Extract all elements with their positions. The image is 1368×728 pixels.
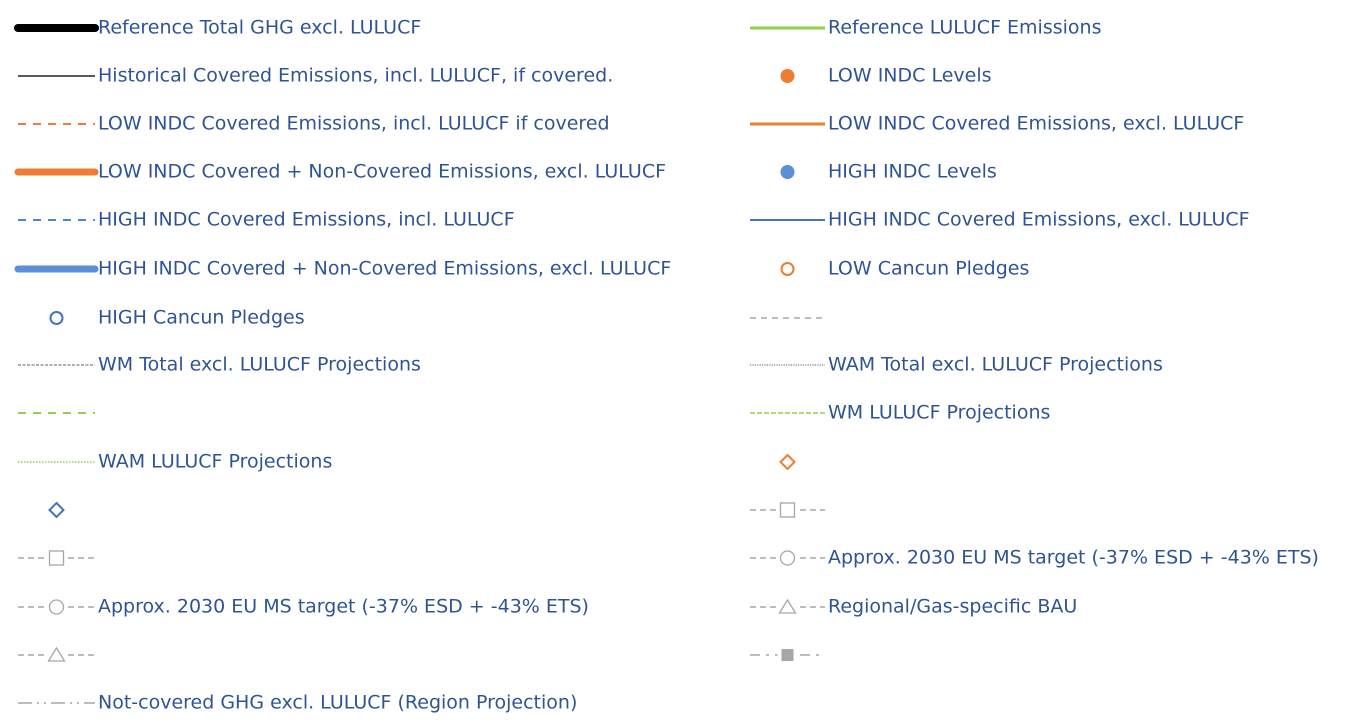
legend-label: LOW INDC Covered Emissions, incl. LULUCF… — [98, 113, 610, 135]
legend-label: HIGH INDC Covered Emissions, incl. LULUC… — [98, 209, 515, 231]
legend-marker — [779, 502, 796, 518]
legend-marker — [48, 501, 65, 519]
legend-marker — [779, 453, 796, 471]
legend-label: Approx. 2030 EU MS target (-37% ESD + -4… — [98, 596, 589, 618]
legend-label: WAM LULUCF Projections — [98, 451, 332, 473]
legend-marker — [781, 649, 794, 661]
legend-label: HIGH INDC Covered Emissions, excl. LULUC… — [828, 209, 1250, 231]
legend-label: HIGH Cancun Pledges — [98, 307, 305, 329]
legend-marker — [47, 646, 66, 662]
legend-marker — [780, 165, 795, 179]
legend-label: Historical Covered Emissions, incl. LULU… — [98, 65, 613, 87]
legend-marker — [780, 69, 795, 83]
legend-label: WM Total excl. LULUCF Projections — [98, 354, 421, 376]
legend-label: Regional/Gas-specific BAU — [828, 596, 1077, 618]
legend-label: Approx. 2030 EU MS target (-37% ESD + -4… — [828, 547, 1319, 569]
legend-label: Not-covered GHG excl. LULUCF (Region Pro… — [98, 692, 577, 714]
legend-label: HIGH INDC Levels — [828, 161, 997, 183]
legend-label: HIGH INDC Covered + Non-Covered Emission… — [98, 258, 671, 280]
legend-label: LOW Cancun Pledges — [828, 258, 1029, 280]
legend-label: LOW INDC Levels — [828, 65, 992, 87]
legend-marker — [779, 550, 796, 566]
legend-marker — [48, 550, 65, 566]
legend-label: LOW INDC Covered Emissions, excl. LULUCF — [828, 113, 1244, 135]
legend-label: Reference LULUCF Emissions — [828, 17, 1101, 39]
legend-label: LOW INDC Covered + Non-Covered Emissions… — [98, 161, 666, 183]
legend-marker — [49, 311, 64, 325]
legend-marker — [778, 598, 797, 614]
legend-label: Reference Total GHG excl. LULUCF — [98, 17, 421, 39]
legend-label: WAM Total excl. LULUCF Projections — [828, 354, 1163, 376]
legend-marker — [780, 262, 795, 276]
legend-label: WM LULUCF Projections — [828, 402, 1050, 424]
legend-marker — [48, 599, 65, 615]
